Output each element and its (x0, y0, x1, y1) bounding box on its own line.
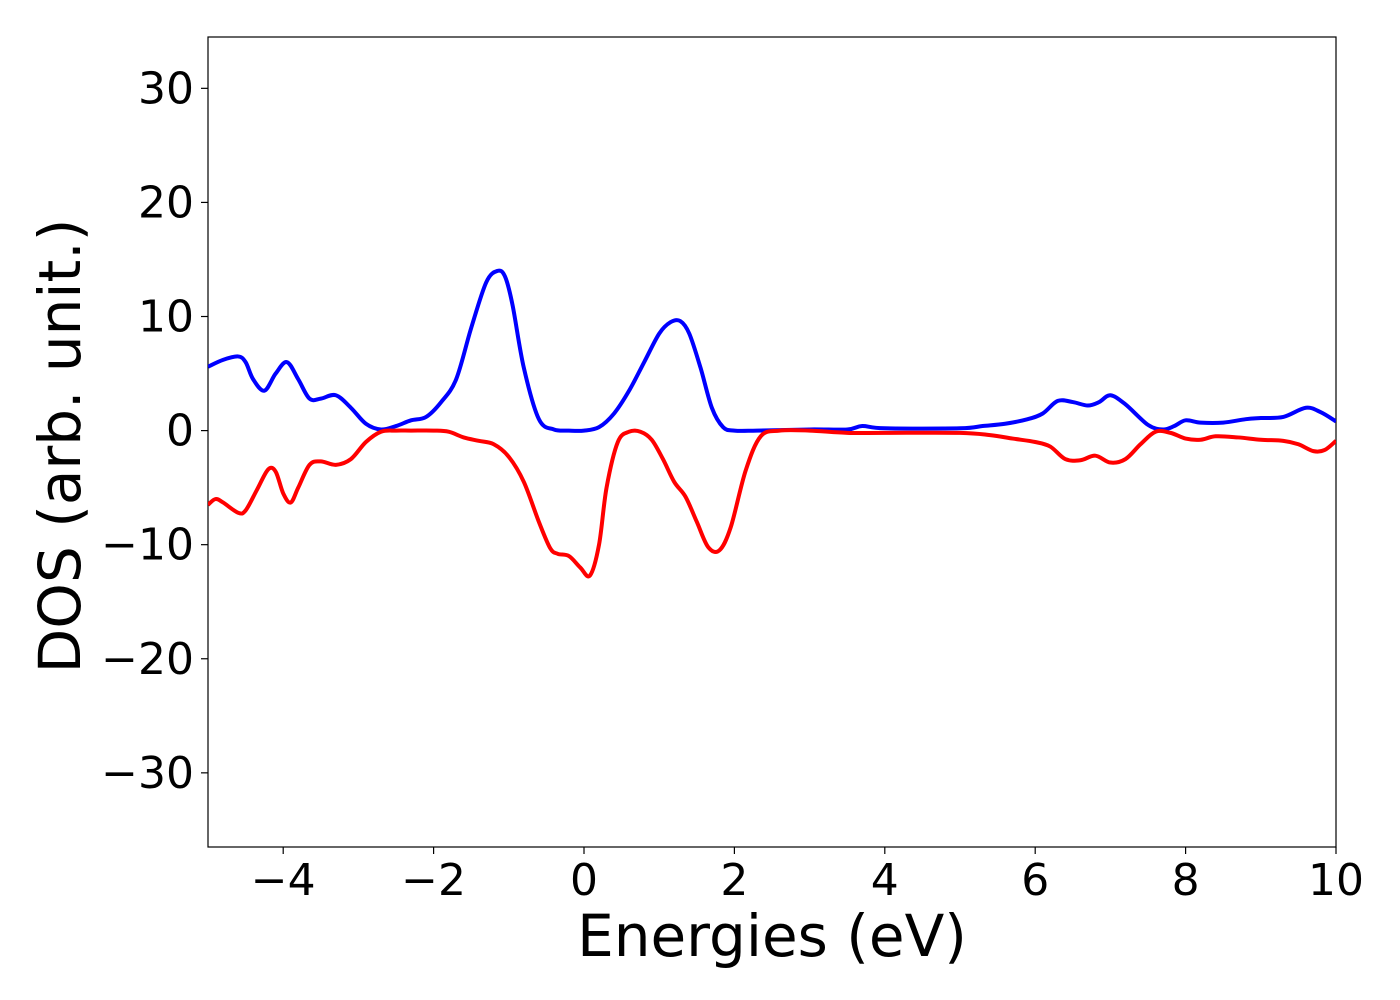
y-tick-label: −20 (101, 634, 194, 685)
y-tick-label: −30 (101, 748, 194, 799)
y-axis-label: DOS (arb. unit.) (26, 219, 94, 674)
y-axis-ticks: 30 20 10 0 −10 −20 −30 (101, 63, 208, 799)
plot-frame (207, 36, 1337, 848)
x-tick-label: 2 (720, 855, 748, 906)
x-tick-label: 8 (1172, 855, 1200, 906)
x-axis-ticks: −4 −2 0 2 4 6 8 10 (251, 847, 1364, 906)
y-tick-label: 10 (138, 292, 194, 343)
x-tick-label: 10 (1308, 855, 1364, 906)
series-line-spin-up (208, 268, 1336, 433)
x-tick-label: 6 (1021, 855, 1049, 906)
x-tick-label: −4 (251, 855, 316, 906)
x-tick-label: 4 (871, 855, 899, 906)
x-axis-label: Energies (eV) (577, 902, 967, 970)
x-tick-label: −2 (401, 855, 466, 906)
series-line-spin-down (208, 428, 1336, 579)
y-tick-label: 20 (138, 177, 194, 228)
y-tick-label: 0 (166, 406, 194, 457)
x-tick-label: 0 (570, 855, 598, 906)
y-tick-label: −10 (101, 520, 194, 571)
y-tick-label: 30 (138, 63, 194, 114)
series-layer (208, 268, 1336, 579)
